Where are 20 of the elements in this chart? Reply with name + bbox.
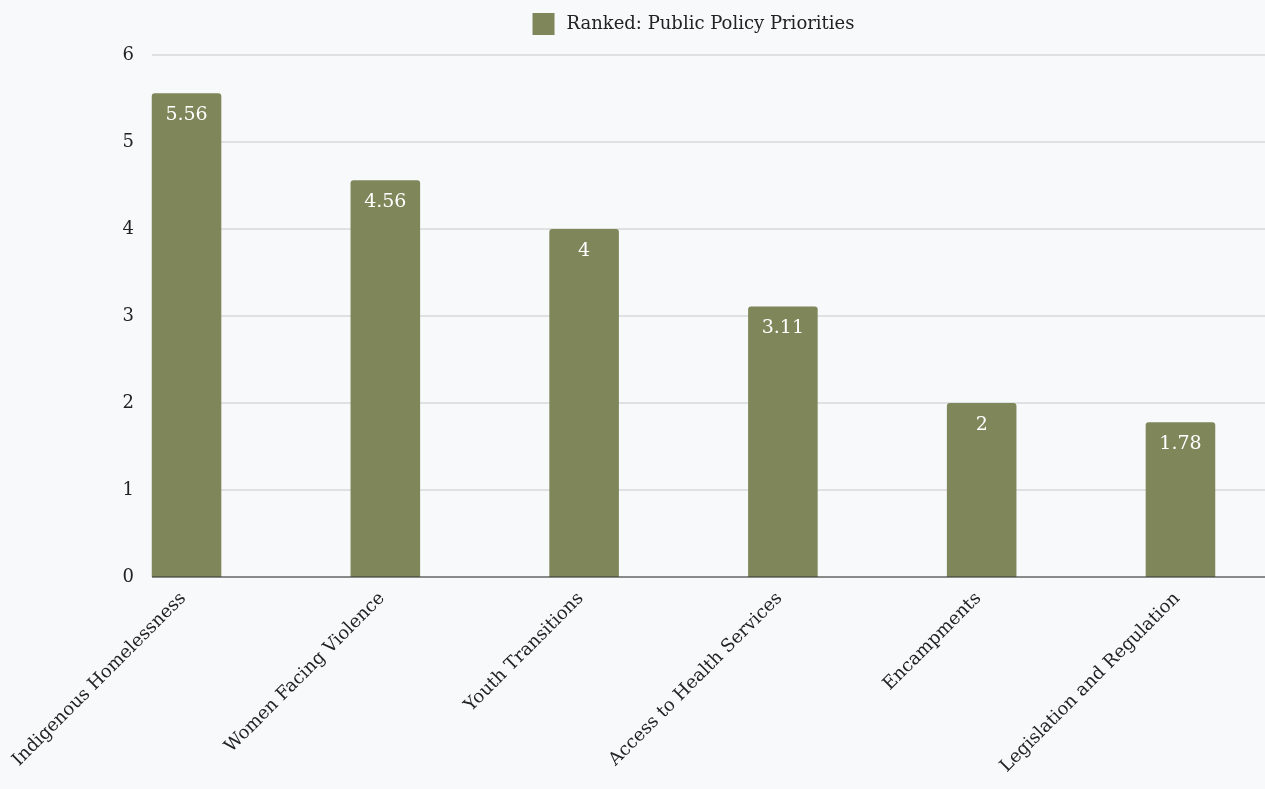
bar xyxy=(748,306,818,577)
legend-label: Ranked: Public Policy Priorities xyxy=(566,12,855,33)
data-label: 4.56 xyxy=(364,189,407,212)
data-label: 1.78 xyxy=(1159,431,1202,454)
bar xyxy=(350,180,421,577)
y-tick-label: 0 xyxy=(122,565,134,586)
y-tick-label: 2 xyxy=(122,391,134,412)
data-label: 2 xyxy=(975,412,988,434)
bar xyxy=(549,229,619,577)
y-tick-label: 4 xyxy=(122,217,134,238)
bar xyxy=(151,93,222,577)
data-label: 5.56 xyxy=(165,102,208,125)
y-tick-label: 6 xyxy=(122,43,134,64)
data-label: 3.11 xyxy=(761,315,805,338)
y-tick-label: 5 xyxy=(122,130,134,151)
y-tick-label: 1 xyxy=(122,478,134,499)
bar xyxy=(946,403,1017,577)
bar xyxy=(1145,422,1216,577)
data-label: 4 xyxy=(578,238,591,260)
y-tick-label: 3 xyxy=(122,304,134,325)
